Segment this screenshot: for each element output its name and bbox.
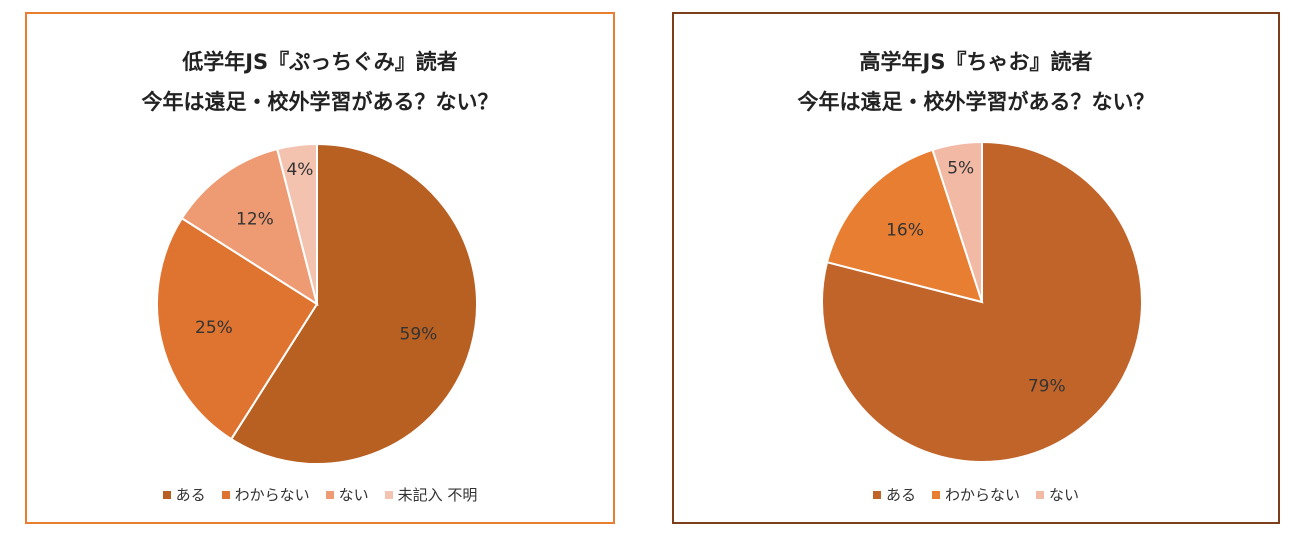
- legend-label: ある: [885, 486, 916, 504]
- chart-subtitle: 今年は遠足・校外学習がある？ない？: [797, 90, 1155, 114]
- pie-data-label: 12%: [236, 210, 274, 230]
- legend-swatch: [221, 490, 230, 499]
- chart-subtitle: 今年は遠足・校外学習がある？ない？: [141, 90, 499, 114]
- chart-title: 低学年JS『ぷっちぐみ』読者: [182, 50, 458, 74]
- legend-item: 未記入 不明: [384, 484, 478, 505]
- legend-item: わからない: [931, 484, 1020, 505]
- pie-data-label: 4%: [286, 160, 313, 180]
- pie-slice-1: [156, 216, 319, 441]
- legend-item: ある: [162, 484, 206, 505]
- pie-data-label: 5%: [947, 159, 974, 179]
- chart-panel-right: 高学年JS『ちゃお』読者 今年は遠足・校外学習がある？ない？ 79% 16% 5% …: [672, 12, 1280, 524]
- legend-swatch: [1036, 490, 1044, 499]
- chart-title: 高学年JS『ちゃお』読者: [859, 50, 1093, 74]
- legend-label: ない: [1049, 486, 1080, 504]
- pie-chart-right: 79% 16% 5%: [821, 140, 1143, 463]
- pie-slice-3: [275, 142, 318, 305]
- legend-item: ない: [1036, 484, 1079, 505]
- pie-chart-left: 59% 25% 12% 4%: [156, 142, 478, 465]
- pie-slice-2: [180, 147, 319, 307]
- chart-panel-left: 低学年JS『ぷっちぐみ』読者 今年は遠足・校外学習がある？ない？ 59% 25% 1…: [25, 12, 615, 524]
- legend-item: ある: [872, 484, 916, 505]
- legend-swatch: [384, 490, 393, 499]
- pie-data-label: 59%: [400, 324, 438, 344]
- chart-legend-right: ある わからない ない: [674, 484, 1278, 505]
- legend-item: わからない: [221, 484, 310, 505]
- legend-swatch: [872, 490, 881, 499]
- pie-data-label: 16%: [886, 221, 924, 241]
- pie-slice-0: [229, 142, 478, 465]
- pie-slice-1: [825, 148, 984, 304]
- legend-label: わからない: [944, 486, 1020, 504]
- legend-label: ない: [338, 486, 369, 504]
- legend-swatch: [325, 490, 334, 499]
- legend-label: ある: [175, 486, 206, 504]
- chart-legend-left: ある わからない ない 未記入 不明: [27, 484, 613, 505]
- legend-label: 未記入 不明: [397, 486, 478, 504]
- pie-slice-2: [931, 140, 983, 303]
- legend-item: ない: [325, 484, 369, 505]
- legend-swatch: [931, 490, 940, 499]
- pie-data-label: 79%: [1028, 376, 1066, 396]
- legend-swatch: [162, 490, 171, 499]
- legend-label: わからない: [234, 486, 310, 504]
- pie-data-label: 25%: [195, 318, 233, 338]
